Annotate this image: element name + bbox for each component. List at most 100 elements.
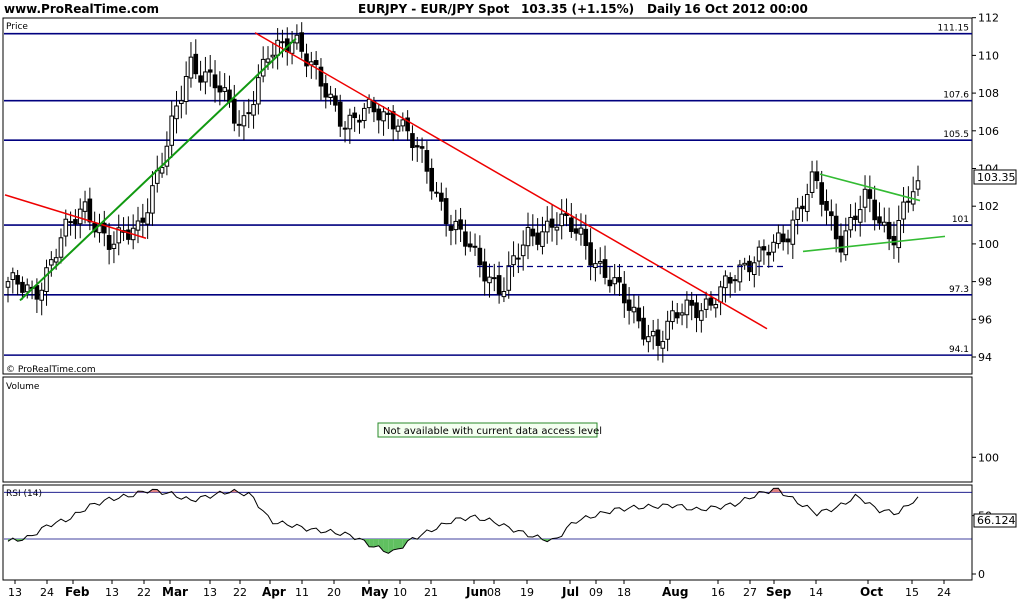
candle-25 xyxy=(126,216,131,245)
rsi-tick-0: 100 xyxy=(978,451,999,464)
candle-147 xyxy=(713,298,719,318)
candle-174 xyxy=(843,217,849,261)
time-tick-21: 16 xyxy=(711,586,725,599)
rsi-panel[interactable] xyxy=(2,484,973,581)
rsi-overbought-fill xyxy=(157,489,163,493)
time-tick-17: Jul xyxy=(561,585,579,599)
rsi-oversold-fill xyxy=(388,538,394,554)
candle-40 xyxy=(198,60,203,91)
candle-50 xyxy=(246,98,252,129)
triangle-upper xyxy=(819,173,921,202)
candle-108 xyxy=(525,212,531,260)
rsi-oversold-fill xyxy=(8,538,13,542)
rsi-plot: 100500 xyxy=(4,451,999,581)
trendlines xyxy=(4,32,946,330)
candle-179 xyxy=(867,175,873,213)
candle-83 xyxy=(405,110,410,141)
time-tick-12: 10 xyxy=(393,586,407,599)
price-tick-7: 98 xyxy=(978,276,992,289)
candle-144 xyxy=(699,303,704,333)
candle-128 xyxy=(621,271,627,318)
candle-107 xyxy=(520,230,526,271)
candle-145 xyxy=(703,291,709,318)
candle-84 xyxy=(410,125,415,161)
candle-29 xyxy=(145,198,150,239)
candle-30 xyxy=(150,171,155,226)
candle-136 xyxy=(660,330,666,363)
price-panel[interactable] xyxy=(2,17,973,375)
candle-23 xyxy=(116,214,122,256)
candle-52 xyxy=(256,64,261,115)
rsi-oversold-fill xyxy=(349,538,355,540)
candle-167 xyxy=(809,160,815,199)
candle-155 xyxy=(751,256,757,288)
time-tick-0: 13 xyxy=(8,586,22,599)
level-label-3: 101 xyxy=(952,215,969,225)
candle-67 xyxy=(328,85,333,105)
rsi-overbought-fill xyxy=(768,488,774,493)
candle-39 xyxy=(193,39,199,79)
candle-130 xyxy=(631,294,637,324)
candle-28 xyxy=(140,203,146,238)
candle-78 xyxy=(381,106,386,136)
level-label-0: 111.15 xyxy=(938,24,970,34)
candle-160 xyxy=(776,224,781,249)
candle-159 xyxy=(771,234,776,262)
svg-text:Not available with current dat: Not available with current data access l… xyxy=(383,426,602,437)
rsi-overbought-fill xyxy=(778,488,784,493)
candle-137 xyxy=(665,310,670,352)
candle-51 xyxy=(251,91,256,129)
candle-164 xyxy=(795,197,800,235)
candle-47 xyxy=(231,84,237,132)
candle-109 xyxy=(530,214,536,247)
candle-162 xyxy=(785,229,791,255)
time-tick-23: Sep xyxy=(766,585,792,599)
svg-text:103.35: 103.35 xyxy=(977,171,1016,184)
candle-44 xyxy=(217,71,223,106)
candle-140 xyxy=(679,303,685,326)
candle-142 xyxy=(689,291,695,321)
candle-99 xyxy=(482,248,487,296)
rsi-oversold-fill xyxy=(369,538,374,547)
candle-119 xyxy=(578,213,584,246)
time-tick-7: 22 xyxy=(233,586,247,599)
quote-value: 103.35 (+1.15%) xyxy=(521,2,634,16)
candle-48 xyxy=(236,110,242,137)
candle-178 xyxy=(862,175,868,223)
candle-14 xyxy=(73,209,78,239)
rsi-overbought-fill xyxy=(152,489,158,493)
candle-37 xyxy=(183,61,189,115)
candle-120 xyxy=(583,214,589,260)
time-tick-13: 21 xyxy=(424,586,438,599)
candle-153 xyxy=(742,257,747,270)
candle-97 xyxy=(472,233,478,256)
candle-112 xyxy=(544,206,550,244)
rsi-overbought-fill xyxy=(171,491,177,493)
price-tick-6: 100 xyxy=(978,238,999,251)
candle-21 xyxy=(106,222,112,265)
time-tick-27: 24 xyxy=(937,586,951,599)
symbol-title: EURJPY - EUR/JPY Spot xyxy=(358,2,510,16)
time-tick-20: Aug xyxy=(662,585,688,599)
candle-96 xyxy=(467,231,473,252)
rsi-oversold-fill xyxy=(373,538,379,547)
candle-33 xyxy=(164,131,170,176)
candle-57 xyxy=(280,29,285,58)
rsi-overbought-fill xyxy=(754,491,760,493)
candle-7 xyxy=(39,282,45,316)
candle-138 xyxy=(670,300,675,330)
candle-186 xyxy=(901,187,906,234)
time-tick-5: Mar xyxy=(162,585,188,599)
rsi-value-tag: 66.124 xyxy=(973,513,1017,528)
candle-114 xyxy=(554,212,560,246)
site-label[interactable]: www.ProRealTime.com xyxy=(4,2,159,16)
candle-169 xyxy=(819,170,825,217)
candle-55 xyxy=(270,42,276,69)
candle-86 xyxy=(419,137,425,163)
candle-22 xyxy=(111,231,117,264)
rsi-oversold-fill xyxy=(383,538,389,554)
candle-131 xyxy=(636,295,642,329)
level-label-5: 94.1 xyxy=(949,345,969,355)
price-tick-5: 102 xyxy=(978,200,999,213)
